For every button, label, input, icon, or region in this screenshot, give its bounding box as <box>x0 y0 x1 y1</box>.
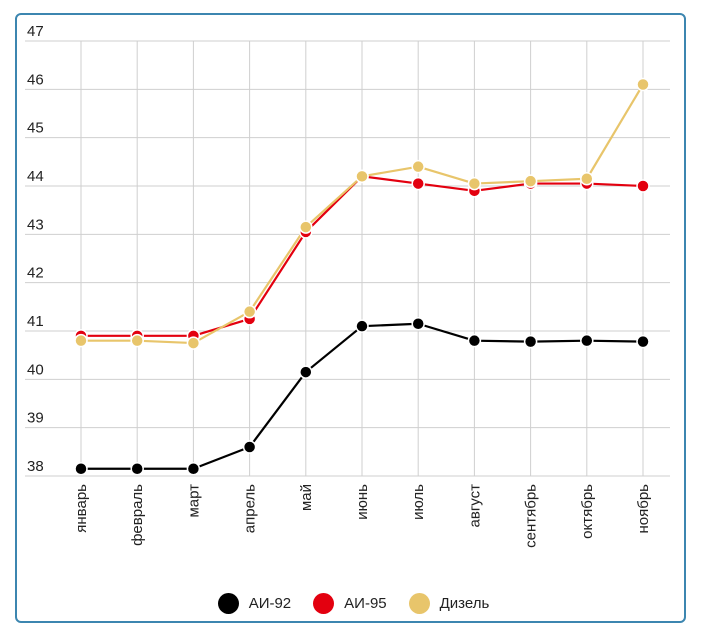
x-tick-label: январь <box>73 484 90 533</box>
y-tick-label: 45 <box>27 120 44 137</box>
x-tick-label: октябрь <box>579 484 596 539</box>
x-tick-label: сентябрь <box>523 484 540 548</box>
x-tick-label: июль <box>410 484 427 520</box>
data-point[interactable] <box>355 169 369 184</box>
data-point[interactable] <box>411 317 425 331</box>
y-axis-ticks: 38 39 40 41 42 43 44 45 46 47 <box>27 23 44 475</box>
series-points <box>74 77 650 476</box>
data-point[interactable] <box>299 220 313 234</box>
data-point[interactable] <box>130 462 144 476</box>
x-tick-label: апрель <box>242 484 259 533</box>
data-point[interactable] <box>299 365 313 379</box>
data-point[interactable] <box>636 77 650 92</box>
data-point[interactable] <box>74 333 88 348</box>
data-point[interactable] <box>242 304 257 319</box>
data-point[interactable] <box>130 333 144 348</box>
series-points-group <box>74 77 650 350</box>
legend-swatch-ai95 <box>313 592 335 614</box>
data-point[interactable] <box>411 159 425 174</box>
data-point[interactable] <box>355 319 369 333</box>
legend-item-ai95[interactable]: АИ-95 <box>313 592 387 614</box>
y-tick-label: 41 <box>27 313 44 330</box>
legend-label-ai92: АИ-92 <box>248 594 292 612</box>
data-point[interactable] <box>74 462 88 476</box>
y-tick-label: 44 <box>27 168 44 185</box>
data-point[interactable] <box>580 172 594 186</box>
x-tick-label: февраль <box>129 484 146 546</box>
x-tick-label: август <box>466 484 483 528</box>
data-point[interactable] <box>411 176 425 191</box>
data-point[interactable] <box>580 333 594 348</box>
y-tick-label: 46 <box>27 71 44 88</box>
data-point[interactable] <box>636 334 650 349</box>
x-axis-ticks: январь февраль март апрель май июнь июль август… <box>73 484 652 548</box>
y-tick-label: 40 <box>27 361 44 378</box>
y-tick-label: 38 <box>27 458 44 475</box>
data-point[interactable] <box>186 336 201 350</box>
grid <box>25 40 670 477</box>
legend-swatch-ai92 <box>217 592 239 614</box>
y-tick-label: 39 <box>27 410 44 427</box>
y-tick-label: 43 <box>27 216 44 233</box>
data-point[interactable] <box>523 334 538 349</box>
y-tick-label: 42 <box>27 265 44 282</box>
legend-item-ai92[interactable]: АИ-92 <box>217 592 292 614</box>
data-point[interactable] <box>467 333 482 348</box>
data-point[interactable] <box>636 179 650 193</box>
x-tick-label: май <box>298 484 315 511</box>
legend-swatch-diesel <box>408 592 430 614</box>
data-point[interactable] <box>242 440 257 454</box>
data-point[interactable] <box>523 174 538 188</box>
series-points-group <box>74 317 650 476</box>
chart-frame <box>15 13 686 623</box>
legend-item-diesel[interactable]: Дизель <box>408 592 490 614</box>
legend-label-diesel: Дизель <box>439 594 490 612</box>
x-tick-label: март <box>185 484 202 518</box>
data-point[interactable] <box>186 462 201 476</box>
y-tick-label: 47 <box>27 23 44 40</box>
x-tick-label: июнь <box>354 484 371 520</box>
legend-label-ai95: АИ-95 <box>344 594 387 612</box>
x-tick-label: ноябрь <box>635 484 652 534</box>
legend: АИ-92 АИ-95 Дизель <box>0 588 707 618</box>
data-point[interactable] <box>467 176 482 191</box>
